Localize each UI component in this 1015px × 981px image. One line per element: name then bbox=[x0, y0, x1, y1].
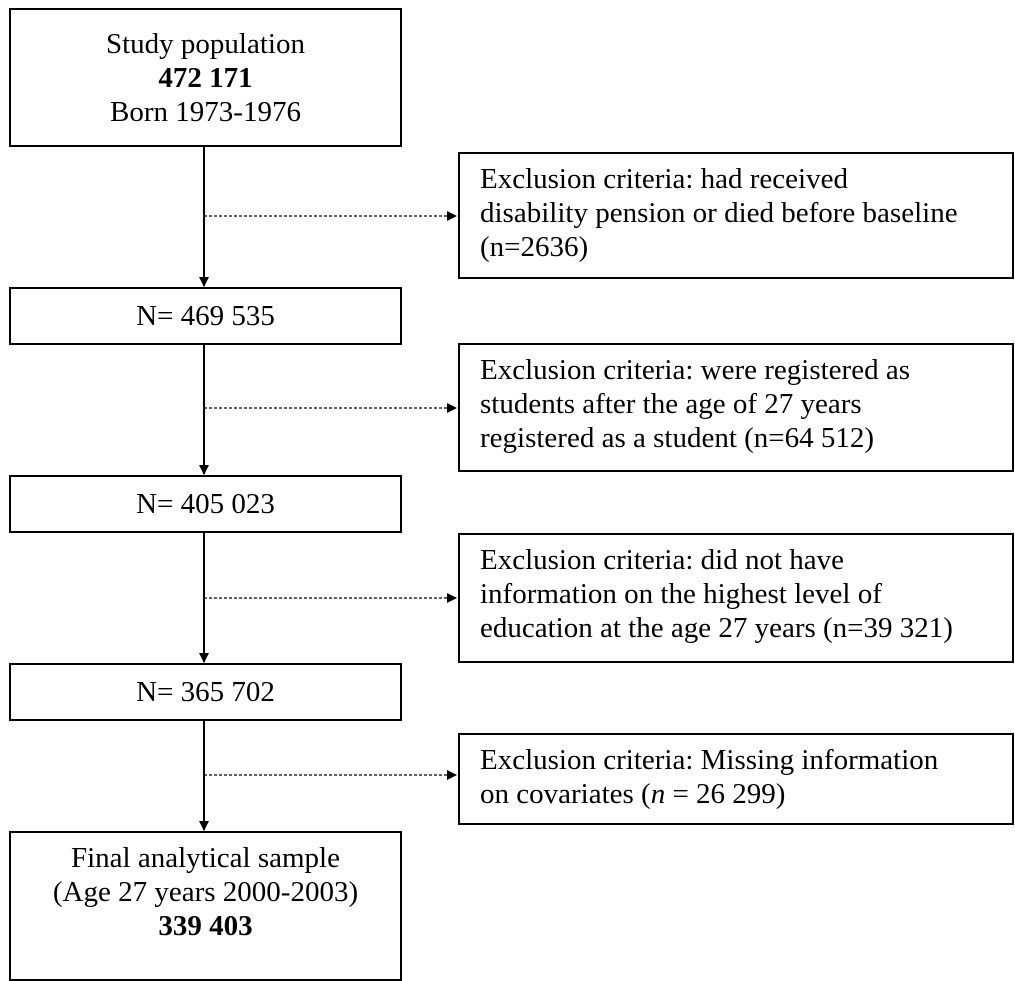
final-sample-count: 339 403 bbox=[158, 910, 253, 942]
exclusion-2-line3: registered as a student (n=64 512) bbox=[480, 422, 875, 454]
exclusion-2-line2: students after the age of 27 years bbox=[480, 388, 862, 420]
exclusion-4-line2: on covariates (n = 26 299) bbox=[480, 777, 1012, 811]
final-sample-box: Final analytical sample (Age 27 years 20… bbox=[9, 831, 402, 981]
step-box-1: N= 469 535 bbox=[9, 287, 402, 345]
exclusion-box-1: Exclusion criteria: had received disabil… bbox=[458, 152, 1014, 279]
exclusion-box-3: Exclusion criteria: did not have informa… bbox=[458, 533, 1014, 663]
exclusion-3-line1: Exclusion criteria: did not have bbox=[480, 544, 845, 576]
study-population-title: Study population bbox=[106, 27, 305, 60]
exclusion-1-line2: disability pension or died before baseli… bbox=[480, 197, 958, 229]
exclusion-1-line1: Exclusion criteria: had received bbox=[480, 163, 848, 195]
exclusion-box-4: Exclusion criteria: Missing information … bbox=[458, 733, 1014, 825]
step-3-label: N= 365 702 bbox=[136, 676, 275, 708]
study-population-box: Study population 472 171 Born 1973-1976 bbox=[9, 8, 402, 147]
exclusion-4-line2-prefix: on covariates ( bbox=[480, 778, 651, 810]
step-box-2: N= 405 023 bbox=[9, 475, 402, 533]
final-sample-subtitle: (Age 27 years 2000-2003) bbox=[52, 876, 359, 908]
exclusion-4-line1: Exclusion criteria: Missing information bbox=[480, 744, 939, 776]
exclusion-box-2: Exclusion criteria: were registered as s… bbox=[458, 343, 1014, 472]
exclusion-3-line3: education at the age 27 years (n=39 321) bbox=[480, 612, 953, 644]
exclusion-3-line2: information on the highest level of bbox=[480, 578, 882, 610]
step-box-3: N= 365 702 bbox=[9, 663, 402, 721]
exclusion-2-line1: Exclusion criteria: were registered as bbox=[480, 354, 910, 386]
exclusion-1-line3: (n=2636) bbox=[480, 231, 589, 263]
final-sample-title: Final analytical sample bbox=[71, 842, 340, 874]
exclusion-4-n-symbol: n bbox=[650, 778, 666, 810]
step-2-label: N= 405 023 bbox=[136, 488, 275, 520]
step-1-label: N= 469 535 bbox=[136, 300, 275, 332]
study-population-count: 472 171 bbox=[158, 61, 253, 94]
exclusion-4-line2-suffix: = 26 299) bbox=[665, 778, 786, 810]
study-population-born: Born 1973-1976 bbox=[110, 95, 301, 128]
